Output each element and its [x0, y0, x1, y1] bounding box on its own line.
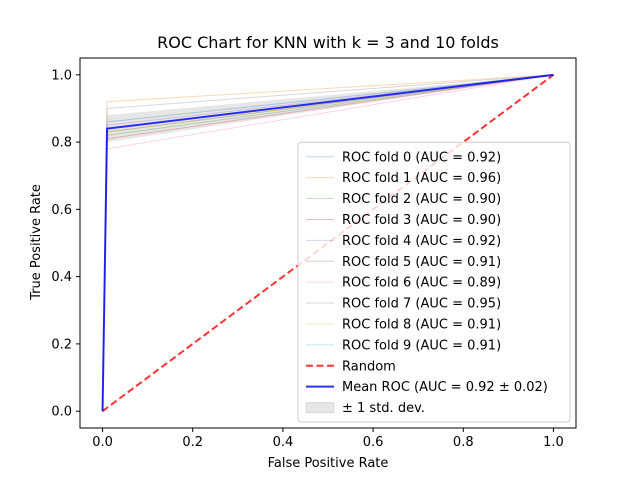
legend-label: ROC fold 8 (AUC = 0.91) — [342, 317, 501, 332]
plot-area — [79, 57, 577, 429]
x-tick-label: 1.0 — [543, 435, 564, 450]
legend-box — [297, 141, 571, 423]
legend-label: ROC fold 4 (AUC = 0.92) — [342, 234, 501, 249]
y-tick-label: 0.0 — [51, 405, 72, 420]
legend-label: ROC fold 0 (AUC = 0.92) — [342, 150, 501, 165]
x-tick-label: 0.8 — [453, 435, 474, 450]
legend-label: ± 1 std. dev. — [342, 401, 425, 416]
x-axis-ticks: 0.0 0.2 0.4 0.6 0.8 1.0 — [92, 428, 564, 450]
chart-title: ROC Chart for KNN with k = 3 and 10 fold… — [157, 33, 499, 52]
y-tick-label: 0.4 — [51, 270, 72, 285]
axes-frame — [79, 57, 577, 429]
legend-label: ROC fold 7 (AUC = 0.95) — [342, 297, 501, 312]
y-axis-label: True Positive Rate — [29, 184, 44, 301]
y-tick-label: 0.2 — [51, 337, 72, 352]
legend-label: ROC fold 5 (AUC = 0.91) — [342, 255, 501, 270]
legend: ROC fold 0 (AUC = 0.92) ROC fold 1 (AUC =… — [297, 141, 571, 423]
y-tick-label: 0.8 — [51, 136, 72, 151]
x-tick-label: 0.4 — [273, 435, 294, 450]
x-axis-label: False Positive Rate — [268, 456, 389, 471]
y-axis-ticks: 0.0 0.2 0.4 0.6 0.8 1.0 — [51, 68, 80, 420]
y-tick-label: 0.6 — [51, 203, 72, 218]
legend-label: Mean ROC (AUC = 0.92 ± 0.02) — [342, 380, 548, 395]
legend-label: ROC fold 9 (AUC = 0.91) — [342, 338, 501, 353]
legend-label: Random — [342, 359, 396, 374]
mean-roc-line — [101, 73, 554, 412]
legend-label: ROC fold 2 (AUC = 0.90) — [342, 192, 501, 207]
legend-label: ROC fold 1 (AUC = 0.96) — [342, 171, 501, 186]
legend-label: ROC fold 3 (AUC = 0.90) — [342, 213, 501, 228]
legend-label: ROC fold 6 (AUC = 0.89) — [342, 276, 501, 291]
x-tick-label: 0.6 — [363, 435, 384, 450]
x-tick-label: 0.0 — [92, 435, 113, 450]
random-line — [101, 74, 555, 412]
legend-handle-band — [305, 402, 335, 414]
y-tick-label: 1.0 — [51, 68, 72, 83]
x-tick-label: 0.2 — [182, 435, 203, 450]
